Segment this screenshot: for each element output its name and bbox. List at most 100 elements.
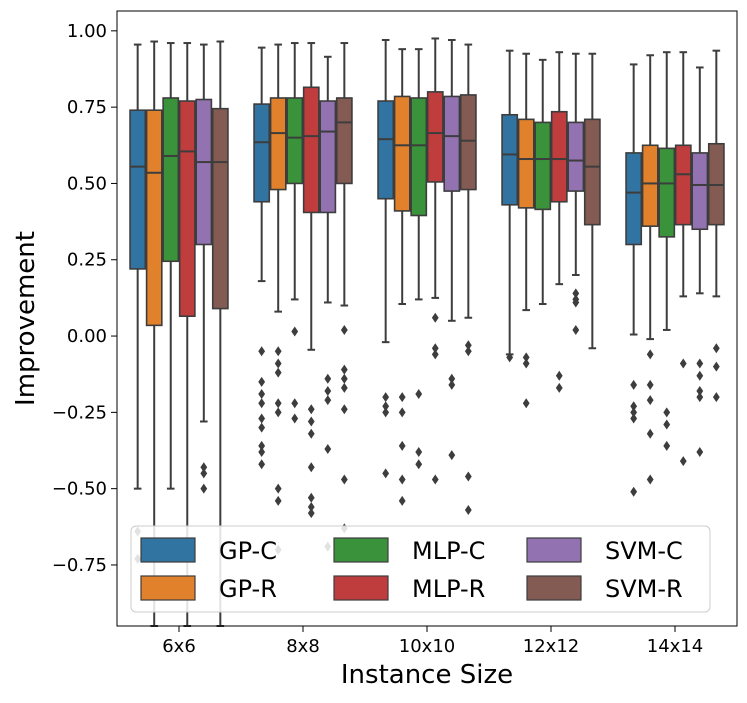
y-tick-label: 0.00 bbox=[67, 326, 107, 347]
legend-swatch bbox=[333, 537, 389, 563]
outlier-point bbox=[464, 471, 472, 482]
box-SVM-C-12x12 bbox=[567, 52, 585, 335]
box-iqr bbox=[459, 94, 477, 191]
box-series bbox=[129, 37, 725, 627]
box-MLP-C-12x12 bbox=[534, 58, 552, 306]
y-tick-label: 0.75 bbox=[67, 97, 107, 118]
outlier-point bbox=[431, 343, 439, 354]
legend-label: GP-C bbox=[219, 537, 277, 565]
box-GP-C-12x12 bbox=[501, 49, 519, 363]
legend: GP-C GP-R MLP-C MLP-R SVM-C SVM-R bbox=[130, 525, 711, 613]
outlier-point bbox=[448, 450, 456, 461]
outlier-point bbox=[307, 462, 315, 473]
outlier-point bbox=[712, 392, 720, 403]
outlier-point bbox=[274, 367, 282, 378]
outlier-point bbox=[679, 358, 687, 369]
outlier-point bbox=[307, 508, 315, 519]
box-iqr bbox=[195, 98, 213, 246]
outlier-point bbox=[291, 326, 299, 337]
outlier-point bbox=[274, 495, 282, 506]
outlier-point bbox=[415, 459, 423, 470]
box-iqr bbox=[426, 91, 444, 183]
outlier-point bbox=[258, 376, 266, 387]
outlier-point bbox=[630, 413, 638, 424]
box-iqr bbox=[674, 144, 692, 226]
box-MLP-C-6x6 bbox=[162, 42, 180, 490]
outlier-point bbox=[274, 358, 282, 369]
outlier-point bbox=[274, 407, 282, 418]
outlier-point bbox=[646, 395, 654, 406]
box-MLP-R-12x12 bbox=[550, 51, 568, 393]
box-GP-R-14x14 bbox=[641, 54, 659, 485]
outlier-point bbox=[340, 364, 348, 375]
box-iqr bbox=[517, 118, 535, 209]
outlier-point bbox=[274, 346, 282, 357]
outlier-point bbox=[646, 428, 654, 439]
outlier-point bbox=[679, 456, 687, 467]
outlier-point bbox=[340, 404, 348, 415]
outlier-point bbox=[646, 474, 654, 485]
box-GP-R-12x12 bbox=[517, 52, 535, 409]
outlier-point bbox=[630, 379, 638, 390]
outlier-point bbox=[340, 382, 348, 393]
y-tick-label: 1.00 bbox=[67, 21, 107, 42]
legend-label: SVM-C bbox=[605, 537, 683, 565]
outlier-point bbox=[340, 324, 348, 335]
x-axis-ticks: 6x6 8x8 10x10 12x12 14x14 bbox=[162, 626, 703, 657]
outlier-point bbox=[258, 346, 266, 357]
box-iqr bbox=[129, 109, 147, 270]
x-tick-label: 6x6 bbox=[162, 636, 196, 657]
outlier-point bbox=[630, 401, 638, 412]
box-iqr bbox=[319, 100, 337, 214]
outlier-point bbox=[646, 349, 654, 360]
outlier-point bbox=[448, 373, 456, 384]
legend-swatch bbox=[140, 575, 196, 601]
outlier-point bbox=[324, 373, 332, 384]
outlier-point bbox=[340, 373, 348, 384]
x-tick-label: 14x14 bbox=[647, 636, 703, 657]
outlier-point bbox=[307, 404, 315, 415]
outlier-point bbox=[431, 349, 439, 360]
box-iqr bbox=[583, 118, 601, 226]
y-tick-label: −0.25 bbox=[52, 402, 107, 423]
outlier-point bbox=[431, 312, 439, 323]
outlier-point bbox=[258, 413, 266, 424]
outlier-point bbox=[307, 492, 315, 503]
outlier-point bbox=[324, 395, 332, 406]
box-iqr bbox=[691, 152, 709, 231]
box-iqr bbox=[253, 103, 271, 203]
outlier-point bbox=[258, 389, 266, 400]
outlier-point bbox=[200, 462, 208, 473]
outlier-point bbox=[398, 440, 406, 451]
plot-frame bbox=[116, 10, 738, 627]
outlier-point bbox=[712, 361, 720, 372]
box-iqr bbox=[162, 97, 180, 263]
outlier-point bbox=[712, 343, 720, 354]
outlier-point bbox=[258, 447, 266, 458]
outlier-point bbox=[555, 382, 563, 393]
box-iqr bbox=[286, 97, 304, 185]
x-axis-title: Instance Size bbox=[341, 660, 513, 690]
legend-swatch bbox=[526, 575, 582, 601]
box-iqr bbox=[302, 86, 320, 214]
legend-swatch bbox=[333, 575, 389, 601]
outlier-point bbox=[696, 447, 704, 458]
box-iqr bbox=[534, 121, 552, 211]
box-SVM-C-14x14 bbox=[691, 66, 709, 458]
outlier-point bbox=[572, 324, 580, 335]
box-iqr bbox=[658, 147, 676, 238]
y-tick-label: −0.50 bbox=[52, 479, 107, 500]
outlier-point bbox=[307, 428, 315, 439]
legend-label: SVM-R bbox=[605, 575, 683, 603]
outlier-point bbox=[382, 407, 390, 418]
legend-swatch bbox=[526, 537, 582, 563]
outlier-point bbox=[663, 419, 671, 430]
outlier-point bbox=[398, 407, 406, 418]
box-iqr bbox=[393, 95, 411, 212]
outlier-point bbox=[415, 389, 423, 400]
outlier-point bbox=[258, 459, 266, 470]
outlier-point bbox=[696, 385, 704, 396]
legend-swatch bbox=[140, 537, 196, 563]
outlier-point bbox=[663, 440, 671, 451]
box-iqr bbox=[550, 110, 568, 203]
